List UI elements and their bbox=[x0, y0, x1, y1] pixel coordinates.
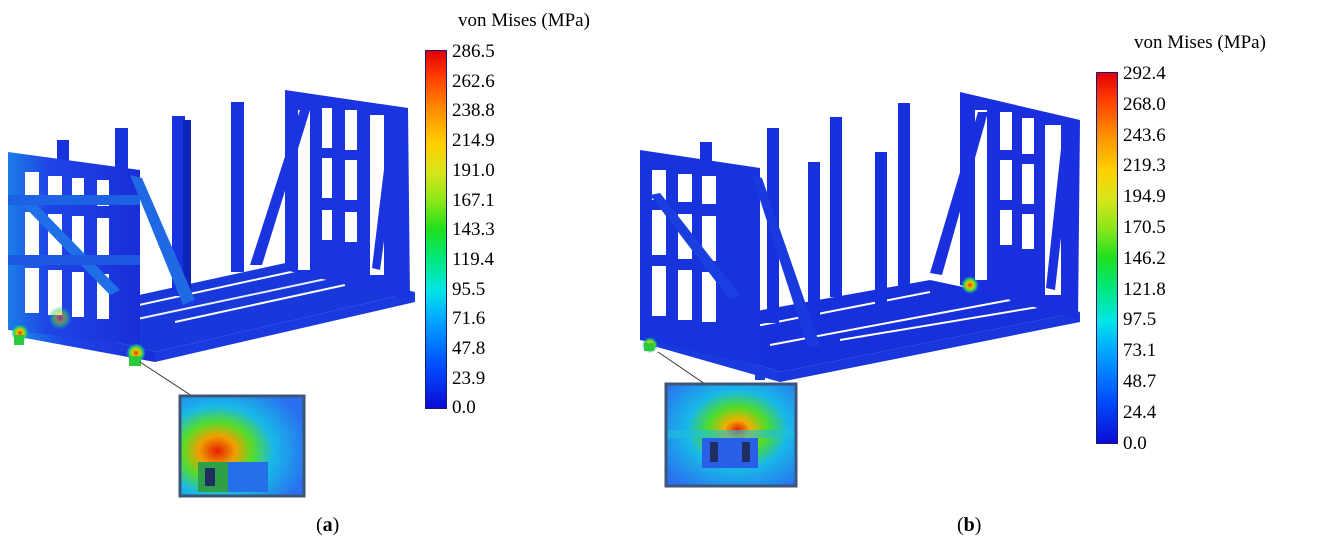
colorbar-tick-label: 119.4 bbox=[452, 248, 495, 270]
leader-line bbox=[657, 351, 706, 385]
colorbar-tick-label: 48.7 bbox=[1123, 371, 1157, 392]
colorbar-tick-label: 262.6 bbox=[452, 70, 495, 92]
colorbar-tick-label: 23.9 bbox=[452, 367, 486, 389]
colorbar-tick-label: 71.6 bbox=[452, 308, 486, 330]
fea-render-a bbox=[8, 90, 415, 498]
stress-hotspots bbox=[11, 306, 146, 366]
stress-hotspots bbox=[642, 337, 765, 380]
rear-frame bbox=[250, 90, 410, 300]
rear-frame bbox=[930, 92, 1080, 320]
colorbar-tick-label: 24.4 bbox=[1123, 401, 1157, 423]
front-frame bbox=[640, 150, 820, 365]
front-frame bbox=[8, 152, 195, 345]
colorbar-title: von Mises (MPa) bbox=[1134, 32, 1266, 53]
colorbar-tick-label: 292.4 bbox=[1123, 63, 1166, 84]
colorbar-tick-label: 0.0 bbox=[1123, 432, 1147, 454]
colorbar-tick-label: 194.9 bbox=[1123, 186, 1166, 208]
colorbar-tick-label: 73.1 bbox=[1123, 340, 1157, 362]
caption-b: (b) bbox=[957, 514, 982, 536]
panel-a: von Mises (MPa) 286.5 262.6 238.8 214.9 191.… bbox=[0, 0, 650, 542]
colorbar-tick-label: 286.5 bbox=[452, 41, 495, 62]
caption-a: (a) bbox=[316, 514, 340, 536]
colorbar-title: von Mises (MPa) bbox=[458, 10, 590, 31]
colorbar-tick-label: 47.8 bbox=[452, 338, 486, 359]
colorbar-tick-label: 219.3 bbox=[1123, 155, 1166, 177]
colorbar bbox=[425, 50, 447, 409]
panel-b: von Mises (MPa) 292.4 268.0 243.6 219.3 194.… bbox=[630, 0, 1317, 542]
colorbar-tick-label: 0.0 bbox=[452, 397, 476, 419]
colorbar bbox=[1096, 72, 1118, 444]
colorbar-tick-label: 121.8 bbox=[1123, 278, 1166, 300]
colorbar-tick-label: 97.5 bbox=[1123, 309, 1157, 331]
colorbar-tick-label: 238.8 bbox=[452, 100, 495, 122]
colorbar-tick-label: 95.5 bbox=[452, 278, 486, 300]
leader-line bbox=[139, 361, 196, 399]
colorbar-tick-label: 243.6 bbox=[1123, 124, 1166, 146]
fea-render-b bbox=[640, 92, 1080, 488]
colorbar-tick-label: 268.0 bbox=[1123, 93, 1166, 115]
zoom-inset-a bbox=[178, 394, 306, 498]
colorbar-tick-label: 191.0 bbox=[452, 159, 495, 181]
colorbar-tick-label: 214.9 bbox=[452, 130, 495, 152]
colorbar-tick-label: 146.2 bbox=[1123, 247, 1166, 269]
colorbar-tick-label: 143.3 bbox=[452, 219, 495, 241]
zoom-inset-b bbox=[664, 382, 798, 488]
colorbar-tick-label: 167.1 bbox=[452, 189, 495, 211]
colorbar-tick-label: 170.5 bbox=[1123, 217, 1166, 238]
